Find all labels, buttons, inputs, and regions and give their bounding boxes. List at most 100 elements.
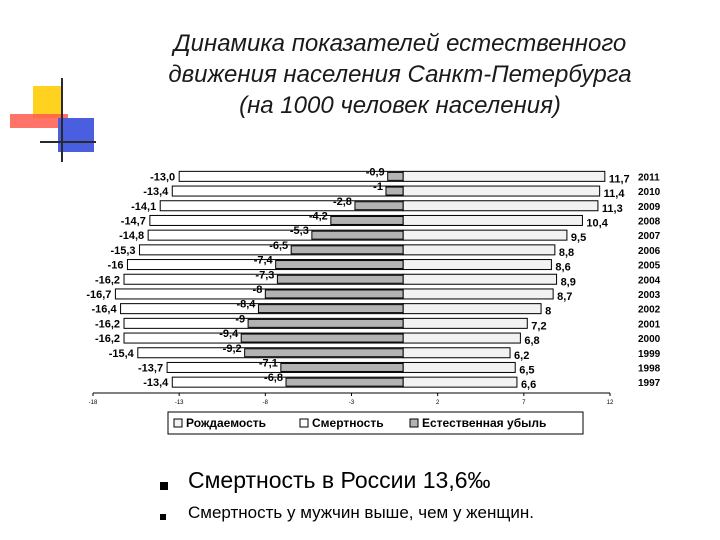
- bar-birthrate: [402, 303, 542, 315]
- label-natural-loss: -8: [253, 284, 263, 296]
- legend-label: Смертность: [312, 416, 384, 430]
- x-tick-label: -8: [263, 400, 269, 406]
- bar-birthrate: [402, 317, 528, 329]
- bar-natural-loss: [244, 348, 404, 358]
- legend-swatch: [173, 418, 183, 428]
- bar-birthrate: [402, 185, 601, 197]
- bar-birthrate: [402, 244, 556, 256]
- label-birthrate: 11,3: [602, 203, 623, 215]
- label-birthrate: 7,2: [531, 320, 546, 332]
- decor-yellow-square: [33, 86, 61, 118]
- label-birthrate: 6,2: [514, 350, 529, 362]
- label-year: 1998: [638, 363, 661, 374]
- bar-natural-loss: [257, 304, 404, 314]
- label-natural-loss: -0,9: [366, 166, 385, 178]
- bar-birthrate: [402, 229, 568, 241]
- label-mortality: -16: [108, 260, 124, 272]
- label-natural-loss: -5,3: [290, 225, 309, 237]
- bar-birthrate: [402, 259, 552, 271]
- label-natural-loss: -7,4: [254, 255, 274, 267]
- label-year: 2010: [638, 187, 661, 198]
- label-natural-loss: -6,8: [264, 372, 283, 384]
- x-tick-label: 12: [607, 400, 614, 406]
- bar-natural-loss: [264, 289, 404, 299]
- label-natural-loss: -4,2: [309, 210, 328, 222]
- bar-birthrate: [402, 170, 606, 182]
- label-natural-loss: -8,4: [236, 299, 256, 311]
- label-mortality: -15,3: [110, 245, 135, 257]
- bar-natural-loss: [276, 274, 404, 284]
- label-mortality: -13,4: [143, 377, 169, 389]
- bar-birthrate: [402, 347, 511, 359]
- bar-natural-loss: [247, 318, 404, 328]
- label-year: 2007: [638, 231, 661, 242]
- legend-swatch: [409, 418, 419, 428]
- label-natural-loss: -2,8: [333, 196, 352, 208]
- label-natural-loss: -6,5: [269, 240, 288, 252]
- bar-mortality: [171, 185, 404, 197]
- x-tick-label: -3: [349, 400, 355, 406]
- bar-natural-loss: [387, 171, 404, 181]
- label-birthrate: 6,8: [524, 335, 539, 347]
- label-mortality: -14,1: [131, 201, 156, 213]
- label-natural-loss: -9,2: [223, 343, 242, 355]
- label-birthrate: 6,5: [519, 364, 534, 376]
- label-mortality: -16,4: [91, 304, 117, 316]
- label-year: 2003: [638, 290, 661, 301]
- bullet-marker: [160, 482, 168, 490]
- label-natural-loss: -9: [235, 313, 245, 325]
- x-tick-label: -13: [175, 400, 184, 406]
- label-mortality: -16,2: [95, 274, 120, 286]
- label-birthrate: 6,6: [521, 379, 536, 391]
- label-year: 2006: [638, 246, 661, 257]
- label-mortality: -13,4: [143, 186, 169, 198]
- decor-red-bar: [10, 114, 68, 128]
- decor-blue-square: [58, 118, 94, 152]
- label-birthrate: 8,8: [559, 247, 574, 259]
- x-tick-label: 7: [522, 400, 526, 406]
- x-tick-label: -18: [89, 400, 98, 406]
- bar-birthrate: [402, 214, 583, 226]
- label-mortality: -14,7: [121, 215, 146, 227]
- legend-swatch: [299, 418, 309, 428]
- label-year: 2008: [638, 216, 661, 227]
- bar-natural-loss: [240, 333, 404, 343]
- bar-natural-loss: [311, 230, 404, 240]
- title-line-3: (на 1000 человек населения): [239, 92, 561, 119]
- bullet-russia-mortality: Смертность в России 13,6‰: [188, 467, 491, 493]
- bar-natural-loss: [280, 362, 404, 372]
- bar-natural-loss: [290, 245, 404, 255]
- decor-horizontal-line: [40, 141, 96, 143]
- label-year: 2005: [638, 261, 661, 272]
- label-mortality: -16,2: [95, 318, 120, 330]
- label-birthrate: 11,4: [604, 188, 626, 200]
- bar-birthrate: [402, 273, 558, 285]
- bar-natural-loss: [275, 260, 404, 270]
- legend-label: Рождаемость: [186, 416, 266, 430]
- title-line-2: движения населения Санкт-Петербурга: [168, 61, 632, 88]
- bar-natural-loss: [354, 201, 404, 211]
- bar-birthrate: [402, 288, 554, 300]
- label-natural-loss: -7,3: [255, 269, 274, 281]
- bullet-marker: [160, 514, 166, 520]
- label-year: 2000: [638, 334, 661, 345]
- label-birthrate: 10,4: [586, 217, 608, 229]
- bar-natural-loss: [330, 215, 404, 225]
- label-mortality: -13,0: [150, 171, 175, 183]
- label-year: 2004: [638, 275, 661, 286]
- label-mortality: -15,4: [109, 348, 135, 360]
- label-natural-loss: -7,1: [259, 357, 278, 369]
- label-birthrate: 8: [545, 306, 551, 318]
- label-natural-loss: -9,4: [219, 328, 239, 340]
- label-year: 2001: [638, 319, 661, 330]
- chart-legend: [167, 411, 584, 435]
- title-line-1: Динамика показателей естественного: [173, 30, 627, 57]
- label-year: 2002: [638, 305, 661, 316]
- label-mortality: -16,2: [95, 333, 120, 345]
- bullet-gender-mortality: Смертность у мужчин выше, чем у женщин.: [188, 503, 534, 522]
- label-birthrate: 9,5: [571, 232, 586, 244]
- page-title: Динамика показателей естественного движе…: [105, 28, 695, 121]
- bar-birthrate: [402, 200, 599, 212]
- label-year: 1999: [638, 349, 661, 360]
- legend-label: Естественная убыль: [422, 416, 546, 430]
